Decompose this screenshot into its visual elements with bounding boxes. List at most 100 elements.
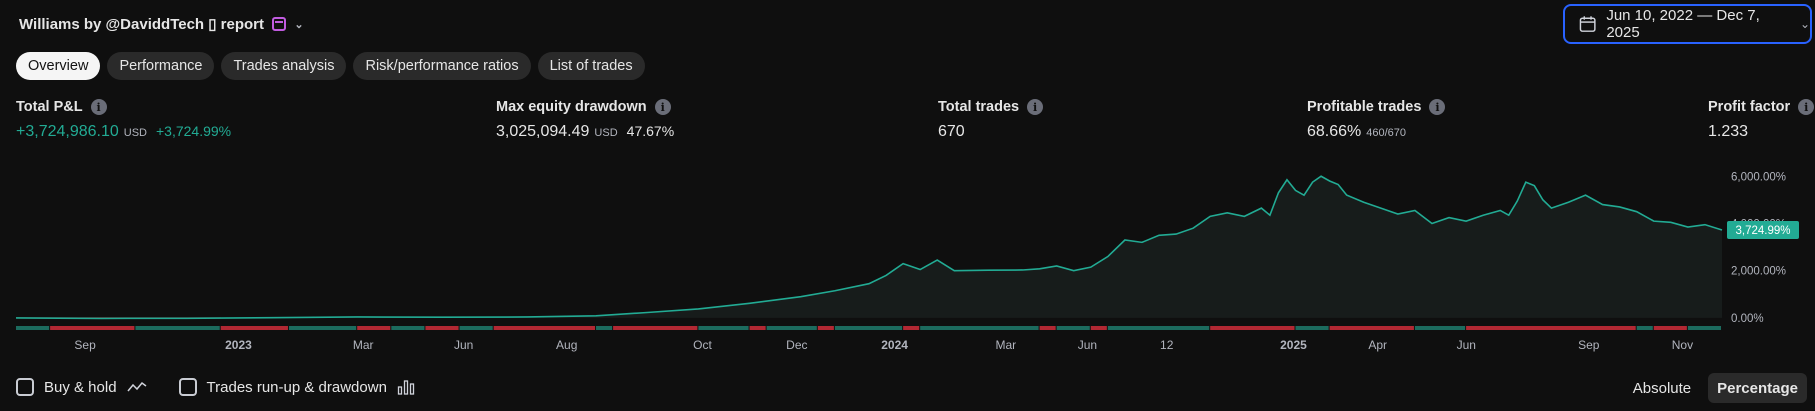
scale-toggle: Absolute Percentage bbox=[1624, 373, 1807, 403]
tab-list-of-trades[interactable]: List of trades bbox=[537, 52, 645, 80]
trade-strip-segment bbox=[425, 326, 459, 330]
y-tick-label: 0.00% bbox=[1731, 313, 1764, 325]
runup-drawdown-checkbox[interactable]: Trades run-up & drawdown bbox=[178, 378, 415, 396]
metric-percent: +3,724.99% bbox=[156, 123, 232, 139]
metric-unit: USD bbox=[123, 127, 147, 139]
metric-profitable-trades: Profitable trades i 68.66% 460/670 bbox=[1307, 99, 1446, 141]
x-tick-label: 2023 bbox=[225, 338, 252, 352]
trade-strip-segment bbox=[288, 326, 357, 330]
metric-value: 670 bbox=[938, 123, 965, 140]
metric-label: Total trades bbox=[938, 99, 1020, 115]
info-icon[interactable]: i bbox=[1429, 99, 1446, 115]
trade-strip-segment bbox=[834, 326, 903, 330]
trade-strip-segment bbox=[1295, 326, 1329, 330]
metric-unit: USD bbox=[594, 127, 618, 139]
trade-strip-segment bbox=[391, 326, 425, 330]
date-range-picker[interactable]: Jun 10, 2022 — Dec 7, 2025 ⌄ bbox=[1563, 4, 1812, 44]
metric-total-pnl: Total P&L i +3,724,986.10 USD +3,724.99% bbox=[16, 99, 231, 141]
trade-strip-segment bbox=[16, 326, 50, 330]
x-tick-label: 12 bbox=[1160, 338, 1174, 352]
chart-options: Buy & hold Trades run-up & drawdown bbox=[16, 378, 447, 396]
chevron-down-icon: ⌄ bbox=[1799, 17, 1810, 31]
metric-max-drawdown: Max equity drawdown i 3,025,094.49 USD 47… bbox=[496, 99, 674, 141]
percentage-button[interactable]: Percentage bbox=[1708, 373, 1807, 403]
trade-strip-segment bbox=[50, 326, 135, 330]
y-tick-label: 6,000.00% bbox=[1731, 171, 1786, 183]
tab-overview[interactable]: Overview bbox=[16, 52, 101, 80]
report-title[interactable]: Williams by @DaviddTech ▯ report ⌄ bbox=[19, 12, 304, 36]
trade-strip-segment bbox=[613, 326, 698, 330]
metric-label: Profit factor bbox=[1708, 99, 1791, 115]
line-chart-icon bbox=[126, 381, 146, 392]
trade-strip-segment bbox=[1107, 326, 1210, 330]
trade-strip-segment bbox=[1056, 326, 1090, 330]
x-tick-label: Aug bbox=[556, 338, 577, 352]
metric-label: Max equity drawdown bbox=[496, 99, 647, 115]
x-tick-label: 2024 bbox=[881, 338, 908, 352]
y-tick-label: 2,000.00% bbox=[1731, 266, 1786, 278]
metric-value: 68.66% bbox=[1307, 123, 1362, 140]
x-tick-label: Sep bbox=[1578, 338, 1600, 352]
x-tick-label: Mar bbox=[995, 338, 1016, 352]
calendar-icon bbox=[1579, 16, 1596, 32]
metric-label: Total P&L bbox=[16, 99, 83, 115]
tab-risk-performance-ratios[interactable]: Risk/performance ratios bbox=[353, 52, 531, 80]
calendar-icon bbox=[272, 17, 287, 31]
trade-strip-segment bbox=[749, 326, 766, 330]
last-value-badge bbox=[1727, 220, 1799, 239]
info-icon[interactable]: i bbox=[1798, 99, 1815, 115]
checkbox-icon[interactable] bbox=[16, 378, 34, 396]
y-tick-label: 4,000.00% bbox=[1731, 218, 1786, 230]
equity-line bbox=[15, 175, 1723, 320]
trade-strip-segment bbox=[766, 326, 817, 330]
trade-strip-segment bbox=[920, 326, 1039, 330]
info-icon[interactable]: i bbox=[1027, 99, 1044, 115]
metric-total-trades: Total trades i 670 bbox=[938, 99, 1044, 141]
tab-trades-analysis[interactable]: Trades analysis bbox=[221, 52, 347, 80]
trade-strip-segment bbox=[459, 326, 493, 330]
equity-area bbox=[16, 176, 1722, 319]
x-tick-label: Jun bbox=[454, 338, 473, 352]
x-tick-label: Sep bbox=[74, 338, 96, 352]
trade-strip-segment bbox=[135, 326, 220, 330]
metric-value: 3,025,094.49 bbox=[496, 123, 590, 140]
trade-strip-segment bbox=[1687, 326, 1721, 330]
trade-strip-segment bbox=[1636, 326, 1653, 330]
trade-strip-segment bbox=[817, 326, 834, 330]
report-title-text: Williams by @DaviddTech ▯ report bbox=[19, 16, 265, 33]
x-tick-label: Jun bbox=[1457, 338, 1476, 352]
buy-hold-label: Buy & hold bbox=[44, 378, 117, 396]
trade-strip-segment bbox=[493, 326, 596, 330]
absolute-button[interactable]: Absolute bbox=[1632, 379, 1692, 397]
trade-strip-segment bbox=[1210, 326, 1295, 330]
info-icon[interactable]: i bbox=[654, 99, 671, 115]
buy-hold-checkbox[interactable]: Buy & hold bbox=[16, 378, 147, 396]
trade-strip-segment bbox=[596, 326, 613, 330]
trade-strip-segment bbox=[1329, 326, 1414, 330]
trade-strip-segment bbox=[1090, 326, 1107, 330]
x-tick-label: 2025 bbox=[1280, 338, 1307, 352]
date-range-label: Jun 10, 2022 — Dec 7, 2025 bbox=[1606, 7, 1760, 41]
trade-strip-segment bbox=[220, 326, 288, 330]
info-icon[interactable]: i bbox=[90, 99, 107, 115]
trade-strip-segment bbox=[1414, 326, 1466, 330]
x-tick-label: Dec bbox=[786, 338, 807, 352]
runup-drawdown-label: Trades run-up & drawdown bbox=[206, 378, 387, 396]
bar-chart-icon bbox=[397, 380, 415, 395]
last-value-label: 3,724.99% bbox=[1736, 225, 1791, 237]
trade-strip-segment bbox=[357, 326, 391, 330]
metric-value: +3,724,986.10 bbox=[16, 123, 119, 140]
x-tick-label: Nov bbox=[1672, 338, 1693, 352]
checkbox-icon[interactable] bbox=[178, 378, 197, 396]
trade-strip-segment bbox=[698, 326, 749, 330]
trade-strip-segment bbox=[1039, 326, 1056, 330]
tab-performance[interactable]: Performance bbox=[107, 52, 215, 80]
metric-profit-factor: Profit factor i 1.233 bbox=[1708, 99, 1815, 141]
trade-strip-segment bbox=[903, 326, 920, 330]
x-tick-label: Oct bbox=[693, 338, 712, 352]
report-tabs: Overview Performance Trades analysis Ris… bbox=[16, 52, 645, 80]
chevron-down-icon[interactable]: ⌄ bbox=[294, 18, 304, 31]
metric-label: Profitable trades bbox=[1307, 99, 1422, 115]
x-tick-label: Mar bbox=[353, 338, 374, 352]
x-tick-label: Apr bbox=[1368, 338, 1387, 352]
